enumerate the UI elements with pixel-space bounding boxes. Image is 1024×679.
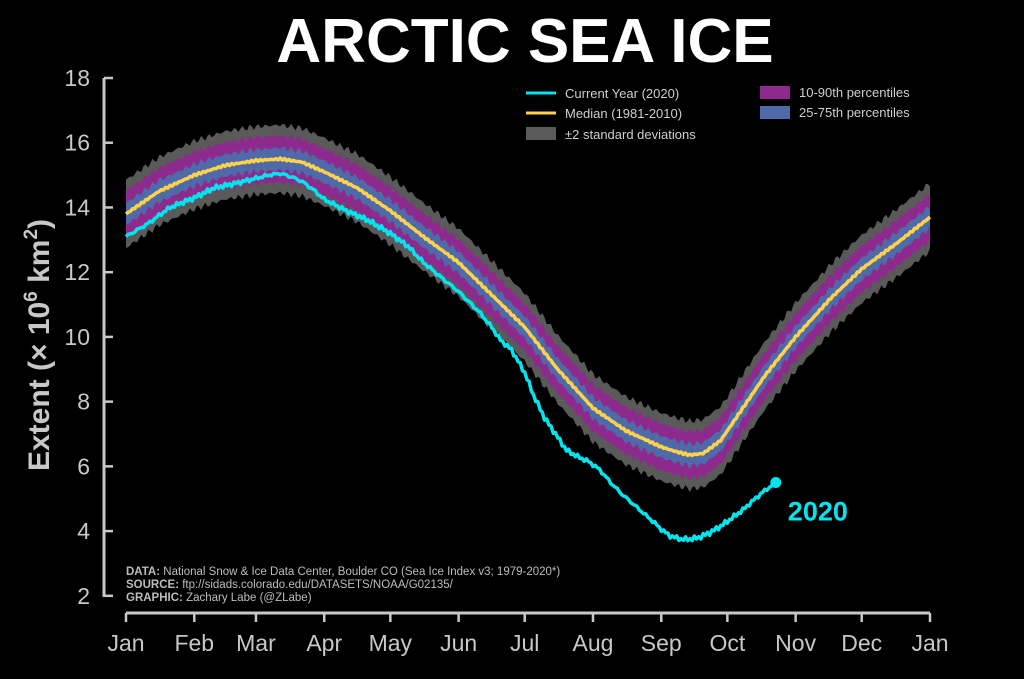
- y-axis-label-unit: km: [23, 240, 56, 292]
- credit-data: DATA: National Snow & Ice Data Center, B…: [126, 566, 560, 578]
- x-tick-label: Oct: [709, 630, 745, 656]
- legend-median-label: Median (1981-2010): [565, 106, 682, 121]
- y-axis-label-main: Extent (: [23, 361, 56, 471]
- y-tick-label: 8: [77, 389, 90, 415]
- legend-p1090-swatch: [760, 86, 790, 99]
- credit-source-text: ftp://sidads.colorado.edu/DATASETS/NOAA/…: [179, 579, 454, 591]
- band-p2575: [126, 146, 930, 470]
- legend: Current Year (2020) Median (1981-2010) ±…: [526, 85, 910, 142]
- x-tick-label: Nov: [775, 630, 816, 656]
- credit-data-label: DATA:: [126, 566, 160, 578]
- x-tick-label: Jan: [107, 630, 144, 656]
- y-tick-label: 2: [77, 583, 90, 609]
- credit-source: SOURCE: ftp://sidads.colorado.edu/DATASE…: [126, 579, 454, 591]
- median-line: [124, 156, 932, 458]
- current-year-end-label: 2020: [788, 497, 848, 527]
- band-p1090: [126, 134, 930, 482]
- x-tick-label: Jun: [440, 630, 477, 656]
- climatology-bands: [126, 123, 930, 493]
- credit-graphic-label: GRAPHIC:: [126, 592, 183, 604]
- credit-data-text: National Snow & Ice Data Center, Boulder…: [160, 566, 560, 578]
- current-year-end-marker: [770, 477, 782, 489]
- legend-std-label: ±2 standard deviations: [565, 127, 696, 142]
- x-tick-label: Jul: [510, 630, 539, 656]
- credit-graphic-text: Zachary Labe (@ZLabe): [183, 592, 312, 604]
- y-ticks: 2 4 6 8 10 12 14 16 18: [64, 65, 113, 609]
- legend-p2575-label: 25-75th percentiles: [799, 105, 910, 120]
- y-axis-label-close: ): [23, 219, 56, 229]
- y-axis-label: Extent (× 106 km2): [21, 219, 56, 471]
- x-tick-label: Dec: [841, 630, 882, 656]
- x-tick-label: Mar: [236, 630, 276, 656]
- chart-title: ARCTIC SEA ICE: [276, 7, 773, 76]
- y-tick-label: 12: [64, 259, 90, 285]
- y-axis: 2 4 6 8 10 12 14 16 18: [64, 65, 113, 609]
- credit-source-label: SOURCE:: [126, 579, 179, 591]
- y-axis-label-exp2: 2: [21, 229, 42, 240]
- x-tick-label: May: [369, 630, 413, 656]
- x-tick-label: Sep: [641, 630, 682, 656]
- credits: DATA: National Snow & Ice Data Center, B…: [126, 566, 560, 604]
- legend-std-swatch: [526, 127, 556, 140]
- y-axis-label-symbol: × 10: [23, 302, 56, 361]
- x-ticks: Jan Feb Mar Apr May Jun Jul Aug Sep Oct Nov Dec Jan: [107, 613, 949, 656]
- y-tick-label: 10: [64, 324, 90, 350]
- x-tick-label: Apr: [306, 630, 342, 656]
- y-tick-label: 4: [77, 518, 90, 544]
- legend-current-label: Current Year (2020): [565, 86, 679, 101]
- x-tick-label: Jan: [911, 630, 948, 656]
- y-tick-label: 14: [64, 194, 90, 220]
- legend-p2575-swatch: [760, 106, 790, 119]
- x-tick-label: Feb: [174, 630, 214, 656]
- legend-p1090-label: 10-90th percentiles: [799, 85, 910, 100]
- y-tick-label: 18: [64, 65, 90, 91]
- y-tick-label: 6: [77, 453, 90, 479]
- y-axis-label-exp1: 6: [21, 291, 42, 302]
- current-year-line: [124, 171, 777, 543]
- y-tick-label: 16: [64, 130, 90, 156]
- x-tick-label: Aug: [573, 630, 614, 656]
- credit-graphic: GRAPHIC: Zachary Labe (@ZLabe): [126, 592, 312, 604]
- x-axis: Jan Feb Mar Apr May Jun Jul Aug Sep Oct Nov Dec Jan: [107, 611, 949, 656]
